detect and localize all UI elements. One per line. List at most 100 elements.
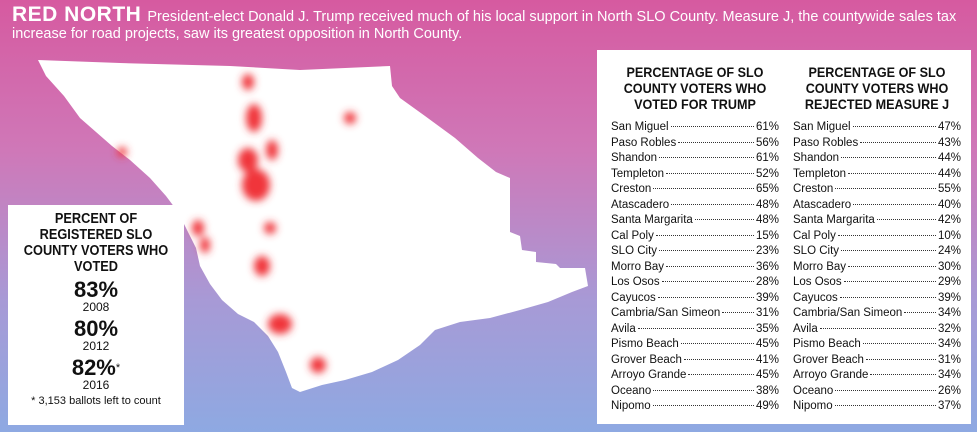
percent-value: 41% <box>755 353 779 366</box>
percent-value: 55% <box>937 183 961 195</box>
table-row: Atascadero 48% <box>611 198 779 214</box>
header: RED NORTH President-elect Donald J. Trump… <box>12 4 967 43</box>
turnout-item-2016: 82%* 2016 <box>8 357 184 392</box>
table-row: Oceano 38% <box>611 384 779 400</box>
turnout-year: 2008 <box>82 300 110 314</box>
place-name: Cambria/San Simeon <box>793 307 903 319</box>
trump-rows: San Miguel 61% Paso Robles 56% Shandon 61% Tem… <box>611 120 779 415</box>
place-name: Avila <box>611 322 636 335</box>
dot-leader <box>722 311 754 313</box>
dot-leader <box>680 342 754 344</box>
table-row: Los Osos 29% <box>793 275 961 291</box>
dot-leader <box>843 280 936 282</box>
percent-value: 35% <box>755 322 779 335</box>
hotspots <box>117 74 356 373</box>
percent-value: 32% <box>937 322 961 335</box>
table-row: Cayucos 39% <box>611 291 779 307</box>
percent-value: 48% <box>755 198 779 211</box>
place-name: Pismo Beach <box>611 338 679 350</box>
dot-leader <box>876 218 936 220</box>
place-name: Santa Margarita <box>793 214 875 226</box>
dot-leader <box>852 125 936 127</box>
percent-value: 39% <box>755 291 779 304</box>
place-name: SLO City <box>793 245 840 257</box>
table-row: Morro Bay 36% <box>611 260 779 276</box>
dot-leader <box>860 141 936 143</box>
place-name: Oceano <box>793 384 834 397</box>
percent-value: 37% <box>937 400 961 412</box>
percent-value: 31% <box>937 353 961 366</box>
place-name: Los Osos <box>793 276 842 288</box>
hotspot <box>192 220 204 236</box>
hotspot <box>266 140 278 160</box>
percent-value: 28% <box>755 276 779 288</box>
table-row: Avila 35% <box>611 322 779 338</box>
turnout-item-2008: 83% 2008 <box>8 279 184 314</box>
place-name: Grover Beach <box>611 353 682 366</box>
table-row: Santa Margarita 48% <box>611 213 779 229</box>
dot-leader <box>819 327 936 329</box>
percent-value: 61% <box>755 152 779 164</box>
hotspot <box>242 169 270 201</box>
place-name: Nipomo <box>611 400 651 412</box>
dot-leader <box>666 172 754 174</box>
place-name: Arroyo Grande <box>611 369 687 381</box>
percent-value: 65% <box>755 183 779 195</box>
percent-value: 36% <box>755 260 779 273</box>
table-row: Templeton 52% <box>611 167 779 183</box>
hotspot <box>200 237 210 253</box>
table-row: Templeton 44% <box>793 167 961 183</box>
percent-value: 42% <box>937 214 961 226</box>
table-row: Grover Beach 31% <box>793 353 961 369</box>
place-name: Los Osos <box>611 276 660 288</box>
percent-value: 45% <box>755 369 779 381</box>
measure-j-rows: San Miguel 47% Paso Robles 43% Shandon 44% Tem… <box>793 120 961 415</box>
dot-leader <box>848 265 936 267</box>
turnout-pct: 82% <box>71 355 116 380</box>
place-name: Atascadero <box>793 198 852 211</box>
table-row: Nipomo 49% <box>611 399 779 415</box>
trump-column: PERCENTAGE OF SLO COUNTY VOTERS WHO VOTE… <box>611 64 779 424</box>
table-row: Morro Bay 30% <box>793 260 961 276</box>
results-panel: PERCENTAGE OF SLO COUNTY VOTERS WHO VOTE… <box>597 50 971 424</box>
dot-leader <box>657 296 754 298</box>
dot-leader <box>661 280 754 282</box>
place-name: SLO City <box>611 245 658 257</box>
percent-value: 40% <box>937 198 961 211</box>
dot-leader <box>683 358 754 360</box>
hotspot <box>238 148 258 172</box>
table-row: SLO City 24% <box>793 244 961 260</box>
place-name: Cambria/San Simeon <box>611 307 721 319</box>
place-name: Shandon <box>793 152 840 164</box>
dot-leader <box>652 404 754 406</box>
turnout-item-2012: 80% 2012 <box>8 318 184 353</box>
place-name: Avila <box>793 322 818 335</box>
hotspot <box>242 74 254 90</box>
percent-value: 48% <box>755 214 779 226</box>
place-name: Cayucos <box>793 291 838 304</box>
place-name: Creston <box>611 183 652 195</box>
turnout-year: 2016 <box>82 378 110 392</box>
dot-leader <box>637 327 754 329</box>
hotspot <box>268 314 292 334</box>
dot-leader <box>837 234 936 236</box>
table-row: Atascadero 40% <box>793 198 961 214</box>
dot-leader <box>670 125 754 127</box>
turnout-pct: 83% <box>73 277 119 302</box>
percent-value: 26% <box>937 384 961 397</box>
dot-leader <box>659 156 754 158</box>
turnout-note: * 3,153 ballots left to count <box>31 395 161 407</box>
percent-value: 43% <box>937 136 961 149</box>
table-row: SLO City 23% <box>611 244 779 260</box>
place-name: Templeton <box>611 167 665 180</box>
percent-value: 45% <box>755 338 779 350</box>
table-row: Creston 65% <box>611 182 779 198</box>
dot-leader <box>655 234 754 236</box>
table-row: Arroyo Grande 34% <box>793 368 961 384</box>
table-row: Nipomo 37% <box>793 399 961 415</box>
hotspot <box>310 357 326 373</box>
hotspot <box>264 222 276 234</box>
dot-leader <box>865 358 936 360</box>
measure-j-column-title: PERCENTAGE OF SLO COUNTY VOTERS WHO REJE… <box>804 64 950 112</box>
